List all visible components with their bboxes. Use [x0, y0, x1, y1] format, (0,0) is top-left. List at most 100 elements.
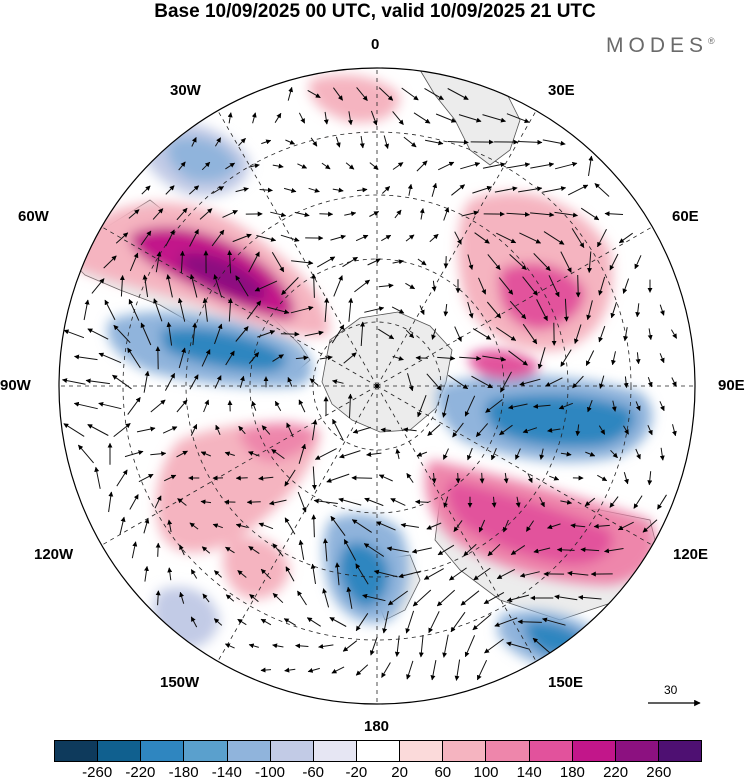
wind-vector — [63, 329, 85, 339]
wind-vector — [571, 228, 585, 249]
wind-vector — [238, 138, 246, 146]
wind-vector — [417, 395, 427, 418]
wind-vector — [128, 298, 140, 321]
wind-vector — [527, 473, 533, 484]
wind-vector — [308, 187, 320, 193]
wind-vector — [116, 469, 128, 487]
wind-vector — [94, 466, 101, 489]
wind-vector — [284, 667, 296, 673]
wind-vector — [506, 594, 530, 603]
colorbar-swatch — [270, 741, 314, 761]
colorbar-tick-label: -260 — [82, 764, 113, 781]
wind-vector — [312, 419, 318, 441]
wind-vector — [502, 519, 509, 533]
wind-vector — [423, 568, 444, 580]
wind-vector — [454, 659, 461, 681]
wind-vector — [311, 273, 317, 298]
wind-vector — [189, 522, 199, 530]
wind-vector — [547, 523, 561, 530]
wind-vector — [622, 278, 630, 294]
wind-vector — [191, 137, 197, 147]
wind-vector — [519, 232, 542, 244]
wind-vector — [270, 211, 287, 218]
wind-vector — [517, 619, 542, 625]
wind-vector — [464, 635, 476, 658]
wind-vector — [154, 495, 162, 509]
colorbar-tick-label: 220 — [603, 764, 629, 781]
wind-vector — [261, 425, 271, 435]
wind-vector — [405, 234, 415, 242]
wind-vector — [127, 347, 141, 369]
wind-vector — [506, 641, 530, 650]
wind-vector — [494, 617, 518, 627]
wind-vector — [256, 235, 277, 242]
wind-vector — [417, 258, 427, 266]
wind-vector — [416, 451, 428, 457]
wind-vector — [316, 256, 336, 268]
wind-vector — [136, 426, 156, 433]
wind-vector — [284, 469, 296, 487]
wind-vector — [563, 298, 569, 322]
wind-vector — [354, 279, 370, 293]
wind-vector — [98, 352, 122, 364]
lon-label-60w: 60W — [18, 208, 49, 225]
wind-vector — [482, 114, 506, 123]
wind-vector — [260, 568, 272, 580]
wind-vector — [329, 617, 347, 627]
wind-vector — [201, 546, 211, 554]
wind-vector — [235, 275, 249, 297]
wind-vector — [402, 427, 417, 433]
wind-vector — [451, 184, 465, 196]
wind-vector — [554, 211, 578, 218]
polar-map[interactable] — [0, 0, 750, 735]
wind-vector — [347, 111, 353, 126]
wind-vector — [508, 350, 528, 366]
colorbar-swatch — [529, 741, 573, 761]
wind-vector — [189, 229, 199, 247]
wind-vector — [344, 211, 357, 217]
colorbar-swatch — [356, 741, 401, 761]
wind-vector — [225, 350, 235, 366]
wind-vector — [142, 274, 149, 298]
wind-vector — [378, 328, 395, 340]
wind-vector — [74, 354, 98, 361]
wind-vector — [272, 163, 284, 169]
wind-vector — [140, 230, 152, 246]
wind-vector — [248, 352, 260, 364]
negative-anomaly-west-core — [160, 327, 286, 372]
wind-vector — [274, 400, 282, 411]
wind-vector — [533, 403, 551, 409]
wind-vector — [83, 299, 90, 321]
wind-vector — [395, 448, 401, 460]
wind-vector — [351, 519, 372, 533]
wind-vector — [406, 472, 414, 483]
wind-vector — [518, 186, 543, 193]
colorbar-tick-label: -20 — [345, 764, 368, 781]
wind-vector — [573, 324, 582, 344]
wind-vector — [452, 422, 464, 438]
wind-vector — [259, 187, 273, 193]
wind-vector — [364, 497, 384, 507]
wind-vector — [190, 616, 198, 628]
wind-vector — [272, 592, 284, 604]
wind-vector — [355, 664, 369, 676]
wind-vector — [426, 522, 442, 530]
wind-vector — [346, 586, 353, 609]
wind-vector — [203, 399, 210, 413]
wind-vector — [248, 163, 260, 169]
wind-vector — [291, 260, 314, 266]
wind-vector — [411, 547, 432, 554]
wind-vector — [280, 331, 300, 337]
wind-vector — [155, 590, 161, 606]
wind-vector — [190, 569, 198, 579]
wind-vector — [428, 611, 440, 634]
wind-vector — [542, 186, 567, 193]
wind-vector — [178, 161, 186, 171]
reference-vector-arrow — [648, 699, 701, 707]
wind-vector — [227, 112, 233, 124]
wind-vector — [539, 496, 545, 508]
wind-vector — [297, 491, 307, 513]
wind-vector — [177, 498, 187, 506]
wind-vector — [378, 87, 394, 101]
wind-vector — [610, 449, 618, 459]
